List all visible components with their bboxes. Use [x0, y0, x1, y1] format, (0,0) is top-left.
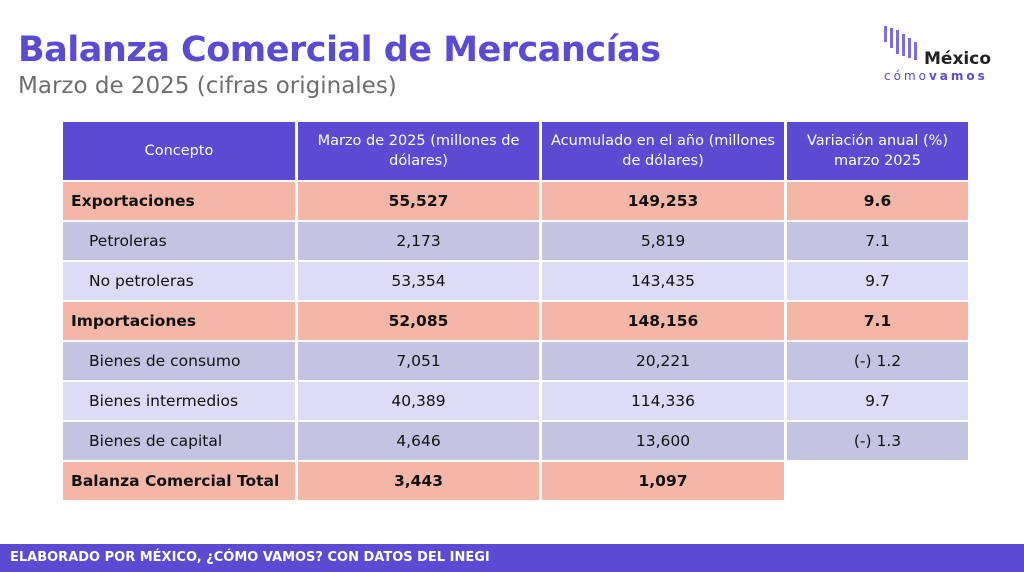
trade-balance-table: Concepto Marzo de 2025 (millones de dóla…: [60, 120, 971, 502]
row-accum-value: 143,435: [542, 262, 784, 300]
row-accum-value: 149,253: [542, 182, 784, 220]
bars-logo-icon: [884, 24, 944, 68]
table-row: No petroleras 53,354 143,435 9.7: [63, 262, 968, 300]
logo-tagline: cómovamos: [884, 69, 988, 83]
row-concept: Petroleras: [63, 222, 295, 260]
table-row: Petroleras 2,173 5,819 7.1: [63, 222, 968, 260]
row-variation-value: 9.7: [787, 262, 968, 300]
row-march-value: 52,085: [298, 302, 539, 340]
table-row: Importaciones 52,085 148,156 7.1: [63, 302, 968, 340]
table-header-row: Concepto Marzo de 2025 (millones de dóla…: [63, 122, 968, 180]
row-accum-value: 1,097: [542, 462, 784, 500]
page-title: Balanza Comercial de Mercancías: [18, 30, 661, 70]
row-variation-value: (-) 1.3: [787, 422, 968, 460]
footer-bar: ELABORADO POR MÉXICO, ¿CÓMO VAMOS? CON D…: [0, 544, 1024, 572]
row-concept: Bienes de capital: [63, 422, 295, 460]
row-accum-value: 5,819: [542, 222, 784, 260]
row-variation-value: 9.6: [787, 182, 968, 220]
row-march-value: 53,354: [298, 262, 539, 300]
row-variation-value: 7.1: [787, 222, 968, 260]
row-concept: Bienes intermedios: [63, 382, 295, 420]
row-accum-value: 114,336: [542, 382, 784, 420]
col-header-concept: Concepto: [63, 122, 295, 180]
row-march-value: 7,051: [298, 342, 539, 380]
mexico-como-vamos-logo: México cómovamos: [884, 24, 1006, 83]
row-march-value: 55,527: [298, 182, 539, 220]
row-concept: Exportaciones: [63, 182, 295, 220]
col-header-accum: Acumulado en el año (millones de dólares…: [542, 122, 784, 180]
table-row: Bienes de consumo 7,051 20,221 (-) 1.2: [63, 342, 968, 380]
row-variation-value: [787, 462, 968, 500]
table-row: Bienes de capital 4,646 13,600 (-) 1.3: [63, 422, 968, 460]
row-concept: Bienes de consumo: [63, 342, 295, 380]
row-variation-value: 7.1: [787, 302, 968, 340]
row-march-value: 3,443: [298, 462, 539, 500]
row-concept: Balanza Comercial Total: [63, 462, 295, 500]
row-concept: No petroleras: [63, 262, 295, 300]
logo-word: México: [924, 49, 991, 69]
row-accum-value: 148,156: [542, 302, 784, 340]
row-variation-value: 9.7: [787, 382, 968, 420]
col-header-variation: Variación anual (%) marzo 2025: [787, 122, 968, 180]
table-row: Balanza Comercial Total 3,443 1,097: [63, 462, 968, 500]
page-subtitle: Marzo de 2025 (cifras originales): [18, 73, 397, 99]
row-variation-value: (-) 1.2: [787, 342, 968, 380]
row-accum-value: 20,221: [542, 342, 784, 380]
row-march-value: 4,646: [298, 422, 539, 460]
footer-source-text: ELABORADO POR MÉXICO, ¿CÓMO VAMOS? CON D…: [10, 550, 490, 565]
table-row: Exportaciones 55,527 149,253 9.6: [63, 182, 968, 220]
table-row: Bienes intermedios 40,389 114,336 9.7: [63, 382, 968, 420]
row-march-value: 2,173: [298, 222, 539, 260]
col-header-march: Marzo de 2025 (millones de dólares): [298, 122, 539, 180]
row-march-value: 40,389: [298, 382, 539, 420]
row-accum-value: 13,600: [542, 422, 784, 460]
row-concept: Importaciones: [63, 302, 295, 340]
